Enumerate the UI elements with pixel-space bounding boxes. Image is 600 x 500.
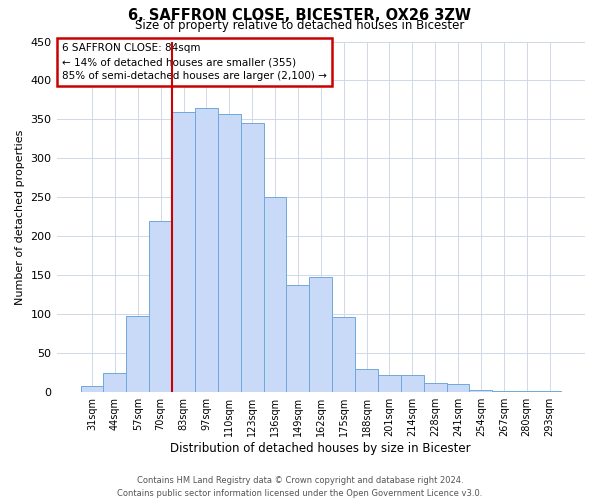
Bar <box>378 375 401 392</box>
Bar <box>332 316 355 392</box>
Bar <box>172 112 195 392</box>
Bar <box>286 284 310 392</box>
Text: 6 SAFFRON CLOSE: 84sqm
← 14% of detached houses are smaller (355)
85% of semi-de: 6 SAFFRON CLOSE: 84sqm ← 14% of detached… <box>62 44 327 82</box>
Bar <box>103 372 127 392</box>
Bar <box>469 390 493 392</box>
Text: Size of property relative to detached houses in Bicester: Size of property relative to detached ho… <box>136 18 464 32</box>
Y-axis label: Number of detached properties: Number of detached properties <box>15 129 25 304</box>
Bar <box>241 124 263 392</box>
Bar <box>195 108 218 392</box>
Bar <box>149 221 172 392</box>
Bar <box>355 369 378 392</box>
Text: Contains HM Land Registry data © Crown copyright and database right 2024.
Contai: Contains HM Land Registry data © Crown c… <box>118 476 482 498</box>
Text: 6, SAFFRON CLOSE, BICESTER, OX26 3ZW: 6, SAFFRON CLOSE, BICESTER, OX26 3ZW <box>128 8 472 22</box>
Bar <box>263 198 286 392</box>
Bar <box>310 277 332 392</box>
Bar <box>538 390 561 392</box>
Bar <box>446 384 469 392</box>
Bar <box>127 316 149 392</box>
X-axis label: Distribution of detached houses by size in Bicester: Distribution of detached houses by size … <box>170 442 471 455</box>
Bar <box>80 386 103 392</box>
Bar <box>218 114 241 392</box>
Bar <box>424 383 446 392</box>
Bar <box>493 390 515 392</box>
Bar <box>401 375 424 392</box>
